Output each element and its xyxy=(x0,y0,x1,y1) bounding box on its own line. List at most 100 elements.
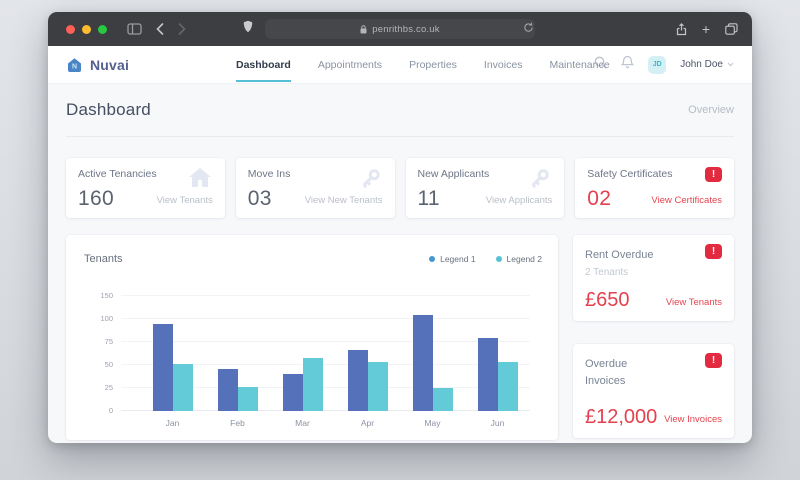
bar-group xyxy=(335,296,400,411)
rent-overdue-card: Rent Overdue 2 Tenants ! £650 View Tenan… xyxy=(573,235,734,321)
user-menu[interactable]: John Doe xyxy=(680,59,734,70)
stat-card-move-ins: Move Ins 03 View New Tenants xyxy=(235,158,395,218)
stats-row: Active Tenancies 160 View Tenants Move I… xyxy=(66,158,734,218)
chart-title: Tenants xyxy=(84,253,123,265)
forward-icon[interactable] xyxy=(178,23,186,35)
minimize-window-button[interactable] xyxy=(82,24,91,34)
legend-entry: Legend 2 xyxy=(495,254,542,264)
stat-value: 160 xyxy=(78,187,114,210)
page-header: Dashboard Overview xyxy=(66,84,734,137)
tab-overview-icon[interactable] xyxy=(725,23,738,35)
legend-dot-icon xyxy=(495,256,502,262)
x-axis-label: Feb xyxy=(230,418,245,428)
notifications-bell-icon[interactable] xyxy=(621,55,635,74)
browser-window: penrithbs.co.uk + N Nuvai Dashboard Appo… xyxy=(48,12,752,443)
y-axis-tick: 100 xyxy=(100,314,113,323)
bar-legend-2 xyxy=(172,364,193,411)
bar-legend-2 xyxy=(432,388,453,411)
overdue-invoices-card: Overdue Invoices ! £12,000 View Invoices xyxy=(573,344,734,438)
chart-column-jun: Jun xyxy=(465,296,530,428)
nav-item-properties[interactable]: Properties xyxy=(409,58,457,71)
alert-card-title: Overdue Invoices xyxy=(585,358,628,388)
reload-icon[interactable] xyxy=(523,20,534,38)
alert-card-subtitle: 2 Tenants xyxy=(585,267,629,279)
search-icon[interactable] xyxy=(594,56,607,74)
address-bar[interactable]: penrithbs.co.uk xyxy=(265,19,535,39)
new-tab-icon[interactable]: + xyxy=(701,21,710,37)
main-nav: Dashboard Appointments Properties Invoic… xyxy=(236,48,610,82)
bar-legend-2 xyxy=(302,357,323,411)
bar-legend-2 xyxy=(497,362,518,411)
x-axis-label: Apr xyxy=(360,418,375,428)
bar-group xyxy=(465,296,530,411)
chart-column-may: May xyxy=(400,296,465,428)
view-certificates-link[interactable]: View Certificates xyxy=(651,195,722,206)
sidebar-toggle-icon[interactable] xyxy=(127,23,142,35)
user-name: John Doe xyxy=(680,59,723,70)
gridline xyxy=(121,387,530,388)
legend-label: Legend 1 xyxy=(440,254,476,264)
nav-item-appointments[interactable]: Appointments xyxy=(317,58,383,71)
view-applicants-link[interactable]: View Applicants xyxy=(485,195,553,206)
stat-title: Active Tenancies xyxy=(78,168,157,180)
stat-title: New Applicants xyxy=(417,168,490,180)
share-icon[interactable] xyxy=(676,22,687,36)
view-new-tenants-link[interactable]: View New Tenants xyxy=(304,195,383,206)
bar-group xyxy=(270,296,335,411)
stat-title: Safety Certificates xyxy=(587,168,673,180)
stat-card-active-tenancies: Active Tenancies 160 View Tenants xyxy=(66,158,225,218)
user-avatar[interactable]: JD xyxy=(648,55,667,74)
close-window-button[interactable] xyxy=(66,24,75,34)
tenants-chart-card: Tenants Legend 1 Legend 2 0 25 50 75 100 150 Ja… xyxy=(66,235,558,440)
legend-label: Legend 2 xyxy=(506,254,542,264)
view-tenants-link[interactable]: View Tenants xyxy=(665,297,722,308)
x-axis-label: Jun xyxy=(490,418,505,428)
chart-column-apr: Apr xyxy=(335,296,400,428)
x-axis-label: Jan xyxy=(165,418,180,428)
nav-item-maintenance[interactable]: Maintenance xyxy=(549,58,610,71)
y-axis-tick: 25 xyxy=(104,383,113,392)
bar-legend-2 xyxy=(237,387,258,411)
url-text: penrithbs.co.uk xyxy=(372,23,440,35)
bar-legend-1 xyxy=(282,374,303,411)
x-axis-label: Mar xyxy=(295,418,310,428)
app-navbar: N Nuvai Dashboard Appointments Propertie… xyxy=(48,46,752,84)
alert-icon: ! xyxy=(705,244,722,259)
alert-icon: ! xyxy=(705,167,722,182)
legend-entry: Legend 1 xyxy=(429,254,476,264)
bar-legend-1 xyxy=(412,315,433,411)
stat-value: 02 xyxy=(587,187,612,210)
stat-card-safety-certificates: Safety Certificates ! 02 View Certificat… xyxy=(575,158,734,218)
nav-item-dashboard[interactable]: Dashboard xyxy=(236,48,291,82)
house-icon xyxy=(187,166,213,195)
alerts-column: Rent Overdue 2 Tenants ! £650 View Tenan… xyxy=(573,235,734,440)
view-tenants-link[interactable]: View Tenants xyxy=(156,195,213,206)
view-invoices-link[interactable]: View Invoices xyxy=(664,414,722,425)
y-axis-tick: 75 xyxy=(104,337,113,346)
bar-legend-1 xyxy=(477,338,498,411)
back-icon[interactable] xyxy=(156,23,164,35)
key-icon xyxy=(526,166,552,197)
window-controls xyxy=(66,24,107,34)
page-title: Dashboard xyxy=(66,100,151,119)
chart-columns: Jan Feb Mar Apr May Jun xyxy=(140,296,530,428)
chart-column-mar: Mar xyxy=(270,296,335,428)
nav-item-invoices[interactable]: Invoices xyxy=(483,58,523,71)
privacy-shield-icon[interactable] xyxy=(243,20,253,38)
alert-icon: ! xyxy=(705,353,722,368)
browser-toolbar: penrithbs.co.uk + xyxy=(48,12,752,46)
y-axis-tick: 50 xyxy=(104,360,113,369)
bar-legend-1 xyxy=(217,368,238,411)
key-icon xyxy=(357,166,383,197)
brand-logo[interactable]: N Nuvai xyxy=(66,57,129,73)
y-axis-tick: 150 xyxy=(100,291,113,300)
gridline xyxy=(121,364,530,365)
bar-group xyxy=(400,296,465,411)
bar-group xyxy=(205,296,270,411)
zoom-window-button[interactable] xyxy=(98,24,107,34)
chart-column-feb: Feb xyxy=(205,296,270,428)
stat-title: Move Ins xyxy=(247,168,291,180)
brand-name: Nuvai xyxy=(90,56,130,73)
lock-icon xyxy=(360,24,367,33)
stat-card-new-applicants: New Applicants 11 View Applicants xyxy=(405,158,565,218)
